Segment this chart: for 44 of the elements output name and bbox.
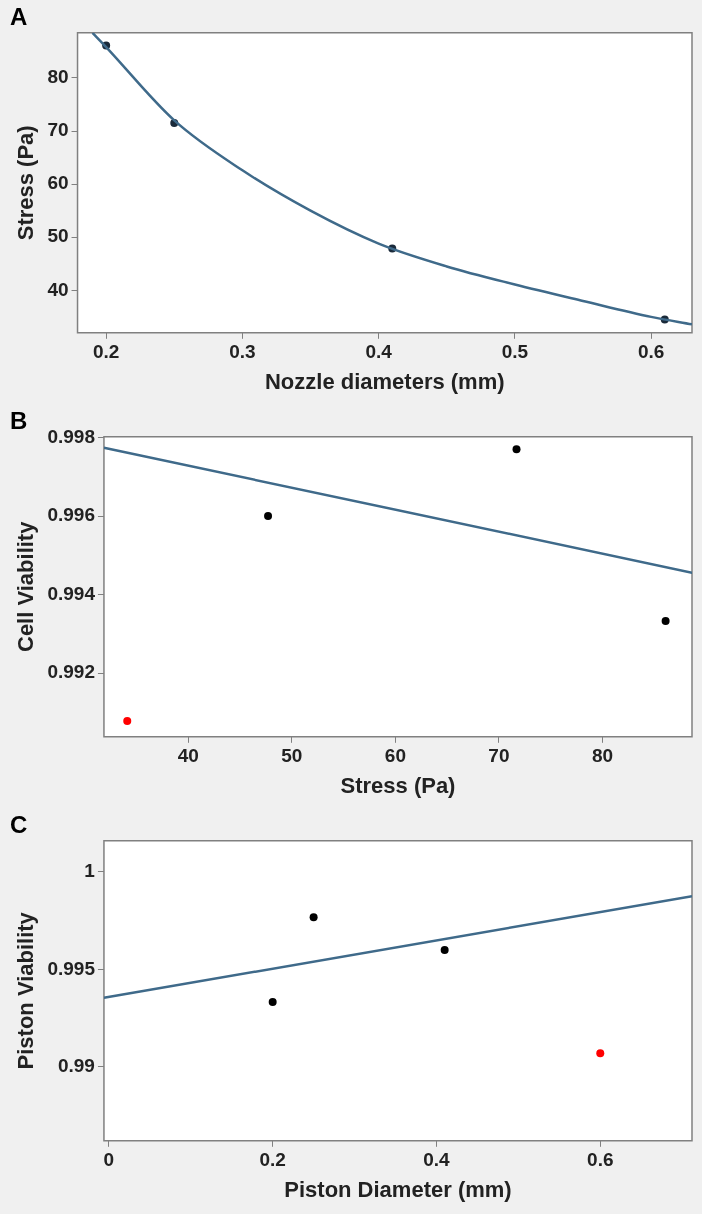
y-tick-label: 0.99: [57, 1055, 95, 1077]
y-tick-label: 50: [47, 225, 69, 247]
y-tick-label: 0.998: [47, 425, 95, 447]
x-axis-title: Nozzle diameters (mm): [264, 368, 505, 394]
y-tick-label: 0.992: [47, 661, 95, 683]
x-axis-title: Stress (Pa): [340, 772, 456, 798]
x-tick-label: 0.4: [423, 1149, 451, 1171]
x-axis-title: Piston Diameter (mm): [284, 1176, 512, 1202]
y-tick-label: 80: [47, 66, 69, 88]
point: [440, 946, 449, 955]
x-tick-label: 50: [281, 745, 303, 767]
y-tick-label: 70: [47, 119, 69, 141]
y-tick-label: 0.994: [47, 582, 96, 604]
x-tick-label: 0.2: [259, 1149, 286, 1171]
x-tick-label: 40: [177, 745, 199, 767]
x-tick-label: 0: [103, 1149, 115, 1171]
y-axis-title: Stress (Pa): [13, 125, 39, 241]
y-tick-label: 0.995: [47, 957, 96, 979]
x-tick-label: 60: [384, 745, 406, 767]
chart-title: A: [10, 3, 28, 31]
point: [123, 717, 132, 726]
x-tick-label: 0.2: [92, 341, 120, 363]
point: [268, 998, 277, 1007]
chart-title: C: [10, 811, 28, 839]
x-tick-label: 0.5: [501, 341, 529, 363]
y-tick-label: 1: [84, 860, 96, 882]
y-tick-label: 40: [47, 278, 69, 300]
x-tick-label: 0.3: [229, 341, 256, 363]
x-tick-label: 0.6: [637, 341, 665, 363]
chart-title: B: [10, 407, 28, 435]
y-axis-title: Piston Viability: [13, 911, 39, 1070]
point: [309, 913, 318, 922]
line-series: [91, 32, 692, 326]
point: [596, 1049, 605, 1058]
y-tick-label: 0.996: [47, 504, 95, 526]
x-tick-label: 80: [591, 745, 614, 767]
x-tick-label: 0.4: [365, 341, 393, 363]
y-axis-title: Cell Viability: [13, 520, 39, 653]
point: [512, 445, 521, 454]
x-tick-label: 70: [488, 745, 510, 767]
point: [264, 512, 273, 521]
point: [661, 616, 670, 625]
x-tick-label: 0.6: [587, 1149, 614, 1171]
y-tick-label: 60: [47, 172, 69, 194]
